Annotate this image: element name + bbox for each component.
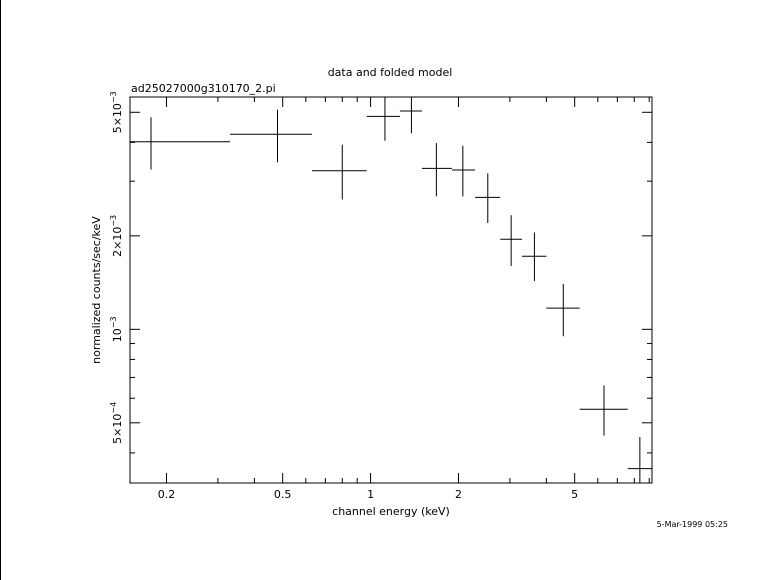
data-point (229, 109, 312, 163)
x-tick-label: 5 (571, 488, 578, 501)
data-point (546, 283, 580, 337)
data-point (475, 173, 501, 224)
data-points (130, 97, 652, 483)
y-tick-label: 2×10−3 (109, 215, 124, 257)
data-point (451, 145, 476, 197)
x-tick-label: 0.5 (274, 488, 292, 501)
window-left-edge (0, 0, 1, 580)
data-point (521, 232, 547, 282)
y-tick-label: 10−3 (109, 316, 124, 342)
y-axis-ticks: 5×10−4 10−3 2×10−3 5×10−3 (109, 91, 652, 454)
data-point (311, 144, 367, 200)
data-point (399, 97, 422, 134)
data-point (627, 437, 652, 483)
plot-frame (129, 96, 653, 484)
x-tick-label: 0.2 (158, 488, 176, 501)
data-point (500, 215, 522, 266)
x-tick-label: 2 (455, 488, 462, 501)
data-point (366, 97, 400, 141)
data-point (130, 117, 230, 170)
y-axis-label: normalized counts/sec/keV (90, 216, 103, 364)
y-tick-label: 5×10−3 (109, 91, 124, 133)
chart-title: data and folded model (328, 66, 453, 79)
x-tick-label: 1 (367, 488, 374, 501)
data-point (421, 143, 452, 197)
chart-subtitle: ad25027000g310170_2.pi (131, 82, 276, 95)
footer-timestamp: 5-Mar-1999 05:25 (657, 520, 728, 529)
x-axis-ticks: 0.2 0.5 1 2 5 (158, 97, 650, 501)
data-point (579, 385, 628, 436)
x-axis-label: channel energy (keV) (332, 505, 450, 518)
y-tick-label: 5×10−4 (109, 402, 124, 444)
